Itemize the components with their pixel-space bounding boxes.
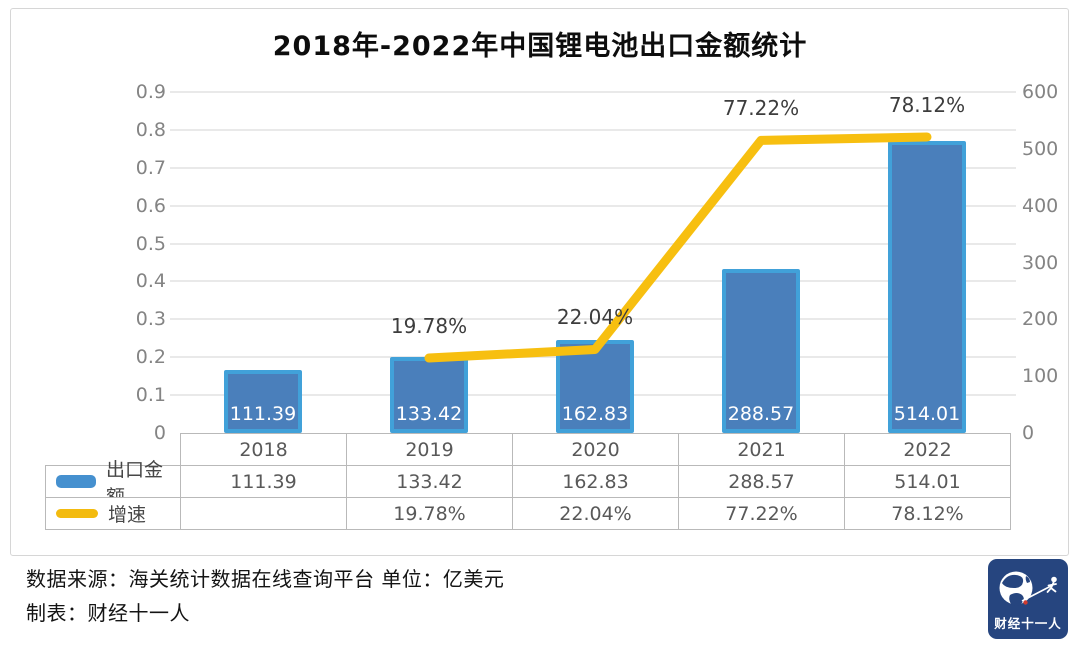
line-series-swatch: [56, 509, 98, 518]
bar-2020: 162.83: [556, 340, 634, 433]
left-axis-tick: 0.4: [135, 270, 166, 293]
left-axis-tick: 0.5: [135, 232, 166, 255]
bar-2022: 514.01: [888, 140, 966, 433]
year-header-cell: 2019: [346, 433, 513, 466]
left-axis-tick: 0.8: [135, 118, 166, 141]
table-value-cell: 133.42: [346, 465, 513, 498]
bar-value-label: 111.39: [229, 402, 297, 425]
year-header-cell: 2022: [844, 433, 1011, 466]
table-value-cell: 162.83: [512, 465, 679, 498]
source-text: 数据来源：海关统计数据在线查询平台 单位：亿美元: [26, 567, 505, 591]
table-value-cell: [180, 497, 347, 530]
table-value-cell: 514.01: [844, 465, 1011, 498]
right-axis-tick: 100: [1022, 365, 1059, 388]
table-value-cell: 22.04%: [512, 497, 679, 530]
table-value-cell: 77.22%: [678, 497, 845, 530]
left-axis-tick: 0.1: [135, 384, 166, 407]
globe-runner-icon: [999, 571, 1057, 606]
left-axis-tick: 0: [153, 422, 166, 444]
right-axis-tick: 200: [1022, 308, 1059, 331]
bar-value-label: 133.42: [395, 402, 463, 425]
year-header-cell: 2018: [180, 433, 347, 466]
table-value-cell: 288.57: [678, 465, 845, 498]
year-header-cell: 2021: [678, 433, 845, 466]
gridline: [170, 91, 1016, 93]
logo-text: 财经十一人: [994, 616, 1062, 631]
left-axis-tick: 0.2: [135, 346, 166, 369]
bar-value-label: 162.83: [561, 402, 629, 425]
right-axis-tick: 500: [1022, 137, 1059, 160]
right-axis-tick: 400: [1022, 194, 1059, 217]
growth-point-label: 77.22%: [722, 96, 800, 121]
publisher-logo: 财经十一人: [988, 559, 1068, 639]
chart-title: 2018年-2022年中国锂电池出口金额统计: [272, 31, 808, 62]
left-axis-tick: 0.9: [135, 81, 166, 103]
legend-cell-1: 出口金额: [45, 459, 181, 508]
year-header-cell: 2020: [512, 433, 679, 466]
legend-label: 增速: [108, 504, 147, 526]
bar-series-swatch: [56, 475, 96, 488]
right-axis-tick: 0: [1022, 422, 1035, 444]
right-axis-tick: 300: [1022, 251, 1059, 274]
left-axis-tick: 0.6: [135, 194, 166, 217]
growth-point-label: 22.04%: [556, 305, 634, 330]
gridline: [170, 128, 1016, 131]
bar-2018: 111.39: [224, 369, 302, 433]
left-axis-tick: 0.3: [135, 308, 166, 331]
bar-value-label: 514.01: [893, 402, 961, 425]
growth-point-label: 78.12%: [888, 93, 966, 117]
growth-point-label: 19.78%: [390, 314, 468, 339]
bar-2019: 133.42: [390, 357, 468, 433]
maker-text: 制表：财经十一人: [26, 601, 190, 625]
bar-value-label: 288.57: [727, 402, 795, 425]
table-value-cell: 78.12%: [844, 497, 1011, 530]
table-value-cell: 111.39: [180, 465, 347, 498]
right-axis-tick: 600: [1022, 81, 1059, 103]
bar-2021: 288.57: [722, 268, 800, 433]
left-axis-tick: 0.7: [135, 156, 166, 179]
table-value-cell: 19.78%: [346, 497, 513, 530]
legend-cell-2: 增速: [45, 497, 181, 530]
